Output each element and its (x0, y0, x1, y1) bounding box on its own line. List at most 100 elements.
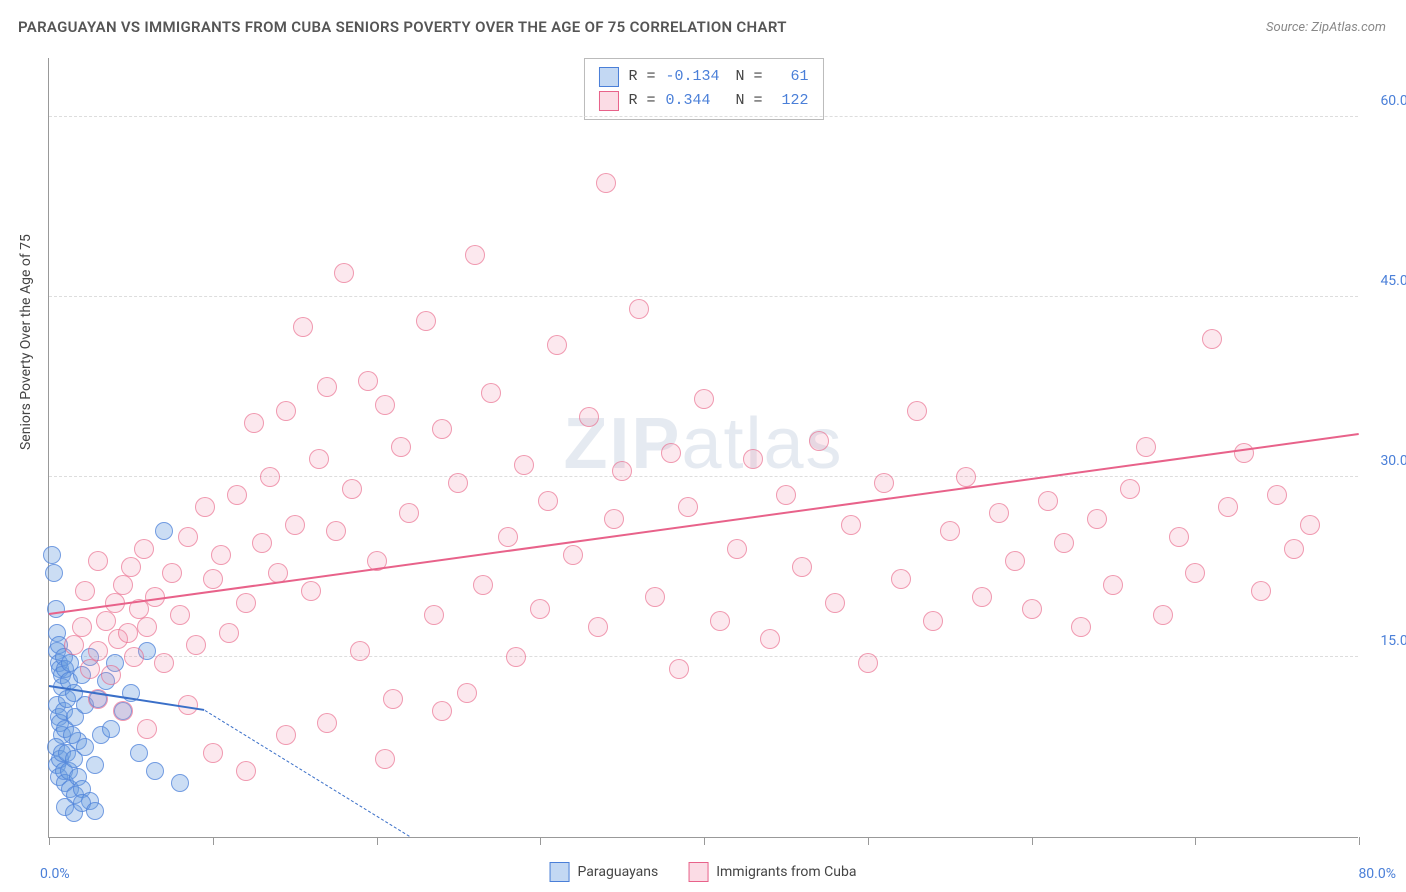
y-tick-label: 45.0% (1380, 273, 1406, 289)
data-point (923, 611, 943, 631)
r-value-1: -0.134 (666, 65, 726, 89)
data-point (1087, 509, 1107, 529)
data-point (1071, 617, 1091, 637)
swatch-blue-icon (598, 67, 618, 87)
legend-item-1: Paraguayans (550, 862, 659, 882)
data-point (760, 629, 780, 649)
data-point (86, 802, 104, 820)
data-point (383, 689, 403, 709)
swatch-pink-icon (598, 91, 618, 111)
stats-legend-box: R = -0.134 N = 61 R = 0.344 N = 122 (583, 58, 823, 120)
data-point (309, 449, 329, 469)
data-point (858, 653, 878, 673)
r-label-2: R = (628, 89, 655, 113)
legend-swatch-blue-icon (550, 862, 570, 882)
data-point (743, 449, 763, 469)
data-point (1169, 527, 1189, 547)
y-tick-label: 60.0% (1380, 93, 1406, 109)
data-point (457, 683, 477, 703)
y-tick-label: 15.0% (1380, 633, 1406, 649)
source-attribution: Source: ZipAtlas.com (1266, 20, 1386, 35)
data-point (80, 659, 100, 679)
data-point (1185, 563, 1205, 583)
data-point (891, 569, 911, 589)
data-point (710, 611, 730, 631)
x-tick (704, 837, 705, 845)
data-point (416, 311, 436, 331)
data-point (874, 473, 894, 493)
data-point (88, 551, 108, 571)
data-point (276, 401, 296, 421)
data-point (113, 701, 133, 721)
data-point (342, 479, 362, 499)
data-point (972, 587, 992, 607)
data-point (1136, 437, 1156, 457)
data-point (596, 173, 616, 193)
data-point (1022, 599, 1042, 619)
stats-row-2: R = 0.344 N = 122 (598, 89, 808, 113)
data-point (334, 263, 354, 283)
stats-row-1: R = -0.134 N = 61 (598, 65, 808, 89)
data-point (1103, 575, 1123, 595)
data-point (424, 605, 444, 625)
data-point (134, 539, 154, 559)
data-point (170, 605, 190, 625)
data-point (293, 317, 313, 337)
data-point (1153, 605, 1173, 625)
data-point (694, 389, 714, 409)
data-point (45, 564, 63, 582)
data-point (432, 701, 452, 721)
data-point (171, 774, 189, 792)
data-point (76, 738, 94, 756)
data-point (219, 623, 239, 643)
legend-swatch-pink-icon (688, 862, 708, 882)
data-point (604, 509, 624, 529)
data-point (1300, 515, 1320, 535)
chart-title: PARAGUAYAN VS IMMIGRANTS FROM CUBA SENIO… (18, 18, 787, 36)
data-point (178, 527, 198, 547)
legend-label-1: Paraguayans (578, 864, 659, 880)
gridline (49, 476, 1358, 477)
data-point (75, 581, 95, 601)
data-point (547, 335, 567, 355)
data-point (301, 581, 321, 601)
n-label-2: N = (736, 89, 763, 113)
data-point (113, 575, 133, 595)
data-point (47, 600, 65, 618)
data-point (1038, 491, 1058, 511)
data-point (1054, 533, 1074, 553)
watermark: ZIPatlas (563, 402, 843, 484)
data-point (375, 395, 395, 415)
gridline (49, 296, 1358, 297)
data-point (211, 545, 231, 565)
data-point (236, 761, 256, 781)
data-point (236, 593, 256, 613)
data-point (203, 569, 223, 589)
data-point (432, 419, 452, 439)
data-point (88, 641, 108, 661)
data-point (124, 647, 144, 667)
data-point (1251, 581, 1271, 601)
data-point (1234, 443, 1254, 463)
data-point (121, 557, 141, 577)
data-point (841, 515, 861, 535)
x-max-tick-label: 80.0% (1358, 866, 1396, 882)
data-point (776, 485, 796, 505)
data-point (186, 635, 206, 655)
data-point (399, 503, 419, 523)
x-tick (1195, 837, 1196, 845)
data-point (1120, 479, 1140, 499)
gridline (49, 656, 1358, 657)
data-point (155, 522, 173, 540)
data-point (506, 647, 526, 667)
data-point (130, 744, 148, 762)
data-point (195, 497, 215, 517)
data-point (358, 371, 378, 391)
data-point (792, 557, 812, 577)
data-point (612, 461, 632, 481)
x-tick (868, 837, 869, 845)
data-point (72, 617, 92, 637)
data-point (473, 575, 493, 595)
x-tick (1359, 837, 1360, 845)
data-point (481, 383, 501, 403)
